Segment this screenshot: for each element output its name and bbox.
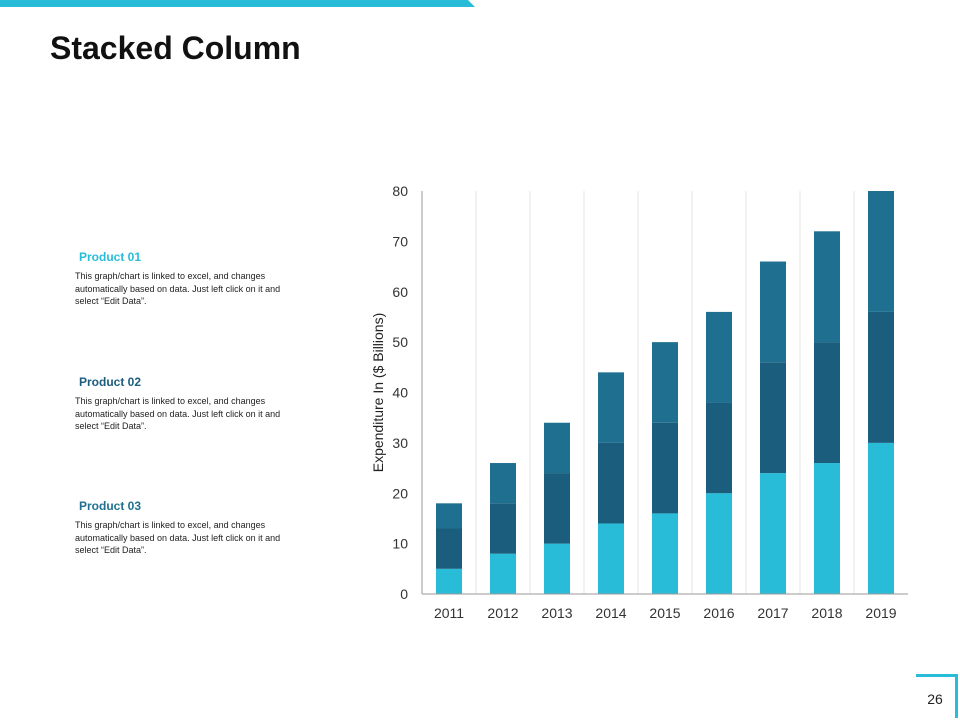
bar-segment-2	[652, 422, 678, 514]
product-2-title: Product 02	[79, 375, 142, 389]
y-tick-label: 20	[392, 485, 408, 501]
bar-segment-2	[544, 473, 570, 544]
product-block-2: Product 02 This graph/chart is linked to…	[75, 375, 295, 433]
product-3-title: Product 03	[79, 499, 142, 513]
page-box-right-border	[955, 674, 958, 718]
bar-segment-1	[652, 513, 678, 594]
bar-segment-3	[868, 191, 894, 312]
y-tick-label: 50	[392, 334, 408, 350]
bar-segment-1	[814, 463, 840, 594]
top-accent-bar-fill	[0, 0, 468, 7]
bar-segment-3	[544, 422, 570, 474]
bar-segment-2	[706, 402, 732, 494]
bar-segment-3	[814, 231, 840, 343]
bar-segment-1	[706, 493, 732, 594]
bar-segment-3	[436, 503, 462, 529]
y-tick-label: 30	[392, 435, 408, 451]
y-tick-label: 60	[392, 284, 408, 300]
top-accent-bar	[0, 0, 475, 7]
bar-segment-1	[868, 442, 894, 594]
x-tick-label: 2019	[865, 605, 896, 621]
product-block-3: Product 03 This graph/chart is linked to…	[75, 499, 295, 557]
page-box-top-border	[916, 674, 958, 677]
top-accent-bar-tip	[468, 0, 475, 7]
x-tick-label: 2011	[434, 605, 464, 621]
page-number: 26	[927, 691, 943, 707]
x-tick-label: 2013	[541, 605, 572, 621]
product-1-description: This graph/chart is linked to excel, and…	[75, 271, 281, 306]
product-block-1: Product 01 This graph/chart is linked to…	[75, 250, 295, 308]
x-tick-label: 2012	[487, 605, 518, 621]
bar-segment-2	[490, 503, 516, 554]
x-tick-label: 2016	[703, 605, 734, 621]
stacked-column-chart: 0 10 20 30 40 50 60 70 80 Expenditure In ($ Billi…	[370, 183, 908, 621]
bar-segment-1	[544, 543, 570, 594]
y-tick-label: 10	[392, 536, 408, 552]
bar-segment-3	[598, 372, 624, 443]
bar-segment-1	[760, 473, 786, 594]
bar-segment-3	[706, 311, 732, 403]
bar-segment-2	[598, 442, 624, 524]
bar-segment-2	[760, 362, 786, 474]
bar-segment-1	[436, 568, 462, 594]
y-tick-label: 70	[392, 233, 408, 249]
x-tick-label: 2014	[595, 605, 626, 621]
bar-segment-3	[652, 342, 678, 423]
product-3-description: This graph/chart is linked to excel, and…	[75, 520, 281, 555]
y-tick-label: 40	[392, 385, 408, 401]
y-axis-label: Expenditure In ($ Billions)	[370, 313, 386, 473]
slide-title: Stacked Column	[50, 30, 301, 66]
product-2-description: This graph/chart is linked to excel, and…	[75, 396, 281, 431]
x-tick-label: 2017	[757, 605, 788, 621]
bar-segment-3	[760, 261, 786, 363]
bar-segment-1	[598, 523, 624, 594]
y-tick-label: 80	[392, 183, 408, 199]
page-number-box: 26	[916, 674, 958, 718]
x-tick-label: 2015	[649, 605, 680, 621]
bar-segment-2	[814, 342, 840, 464]
bar-segment-3	[490, 463, 516, 504]
y-tick-label: 0	[400, 586, 408, 602]
bar-segment-1	[490, 553, 516, 594]
product-1-title: Product 01	[79, 250, 142, 264]
bar-segment-2	[436, 528, 462, 569]
bar-segment-2	[868, 311, 894, 443]
x-tick-label: 2018	[811, 605, 842, 621]
